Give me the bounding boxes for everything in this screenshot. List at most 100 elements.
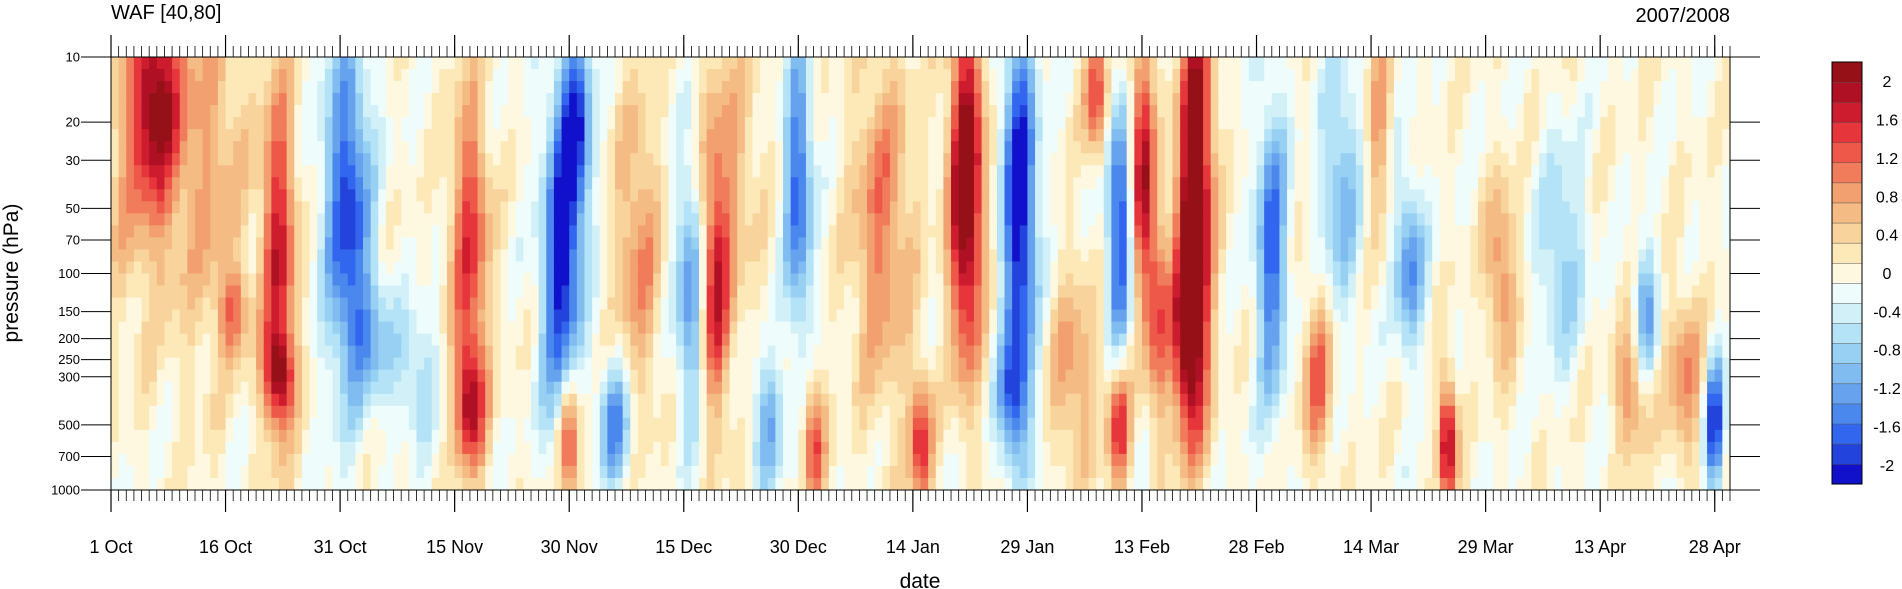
heatmap-cell [492, 69, 502, 82]
heatmap-cell [363, 105, 372, 118]
heatmap-cell [179, 261, 188, 275]
heatmap-cell [1080, 249, 1090, 263]
heatmap-cell [1103, 273, 1113, 287]
heatmap-cell [1050, 153, 1059, 166]
heatmap-cell [477, 465, 486, 479]
heatmap-cell [760, 393, 769, 407]
heatmap-cell [973, 285, 983, 299]
heatmap-cell [653, 105, 662, 118]
heatmap-cell [1164, 153, 1174, 166]
heatmap-cell [553, 69, 563, 82]
heatmap-cell [660, 345, 670, 359]
heatmap-cell [416, 393, 425, 407]
heatmap-cell [599, 141, 608, 154]
heatmap-cell [500, 117, 509, 130]
heatmap-cell [424, 393, 433, 407]
heatmap-cell [347, 261, 356, 275]
heatmap-cell [1119, 345, 1128, 359]
heatmap-cell [523, 129, 532, 142]
heatmap-cell [301, 81, 311, 94]
heatmap-cell [1073, 261, 1082, 275]
heatmap-cell [1042, 321, 1051, 335]
heatmap-cell [225, 381, 234, 395]
heatmap-cell [431, 309, 440, 323]
heatmap-cell [1157, 405, 1166, 419]
heatmap-cell [1012, 117, 1021, 130]
heatmap-cell [714, 237, 723, 251]
heatmap-cell [301, 417, 311, 431]
heatmap-cell [187, 141, 196, 154]
heatmap-cell [469, 333, 479, 347]
heatmap-cell [355, 189, 364, 202]
heatmap-cell [508, 381, 517, 395]
heatmap-cell [553, 453, 563, 467]
heatmap-cell [286, 249, 295, 263]
heatmap-cell [225, 177, 234, 190]
heatmap-cell [691, 69, 700, 82]
heatmap-cell [775, 177, 784, 190]
heatmap-cell [607, 381, 616, 395]
heatmap-cell [699, 465, 708, 479]
heatmap-cell [912, 309, 922, 323]
heatmap-cell [469, 405, 479, 419]
heatmap-cell [737, 201, 746, 214]
heatmap-cell [531, 393, 540, 407]
heatmap-cell [973, 477, 983, 490]
heatmap-cell [966, 273, 975, 287]
heatmap-cell [279, 201, 288, 214]
heatmap-cell [324, 261, 334, 275]
heatmap-cell [1027, 117, 1036, 130]
heatmap-cell [500, 165, 509, 178]
heatmap-cell [294, 57, 303, 70]
heatmap-cell [447, 465, 456, 479]
heatmap-cell [989, 285, 998, 299]
heatmap-cell [156, 285, 166, 299]
heatmap-cell [1141, 429, 1151, 443]
heatmap-cell [637, 273, 647, 287]
heatmap-cell [981, 309, 990, 323]
heatmap-cell [271, 201, 280, 214]
heatmap-cell [981, 381, 990, 395]
heatmap-cell [1149, 321, 1158, 335]
heatmap-cell [928, 213, 937, 226]
heatmap-cell [882, 417, 891, 431]
heatmap-cell [905, 477, 914, 490]
heatmap-cell [447, 57, 456, 70]
heatmap-cell [699, 417, 708, 431]
heatmap-cell [1050, 297, 1059, 311]
heatmap-cell [912, 405, 922, 419]
heatmap-cell [263, 249, 272, 263]
heatmap-cell [920, 201, 929, 214]
heatmap-cell [691, 261, 700, 275]
heatmap-cell [874, 405, 883, 419]
heatmap-cell [279, 477, 288, 490]
heatmap-cell [798, 345, 807, 359]
heatmap-cell [332, 321, 341, 335]
heatmap-cell [592, 57, 601, 70]
heatmap-cell [691, 201, 700, 214]
heatmap-cell [691, 465, 700, 479]
heatmap-cell [240, 333, 250, 347]
heatmap-cell [416, 153, 425, 166]
heatmap-cell [920, 441, 929, 455]
heatmap-cell [1134, 333, 1143, 347]
heatmap-cell [454, 225, 463, 239]
heatmap-cell [775, 369, 784, 383]
heatmap-cell [294, 405, 303, 419]
heatmap-cell [256, 345, 265, 359]
heatmap-cell [172, 297, 181, 311]
heatmap-cell [111, 225, 120, 239]
heatmap-cell [851, 129, 861, 142]
heatmap-cell [1103, 429, 1113, 443]
heatmap-cell [653, 285, 662, 299]
heatmap-cell [714, 345, 723, 359]
heatmap-cell [714, 69, 723, 82]
heatmap-cell [1080, 93, 1090, 106]
heatmap-cell [706, 453, 715, 467]
heatmap-cell [706, 429, 715, 443]
heatmap-cell [912, 465, 922, 479]
heatmap-cell [462, 81, 471, 94]
heatmap-cell [996, 393, 1006, 407]
heatmap-cell [416, 477, 425, 490]
heatmap-cell [798, 177, 807, 190]
